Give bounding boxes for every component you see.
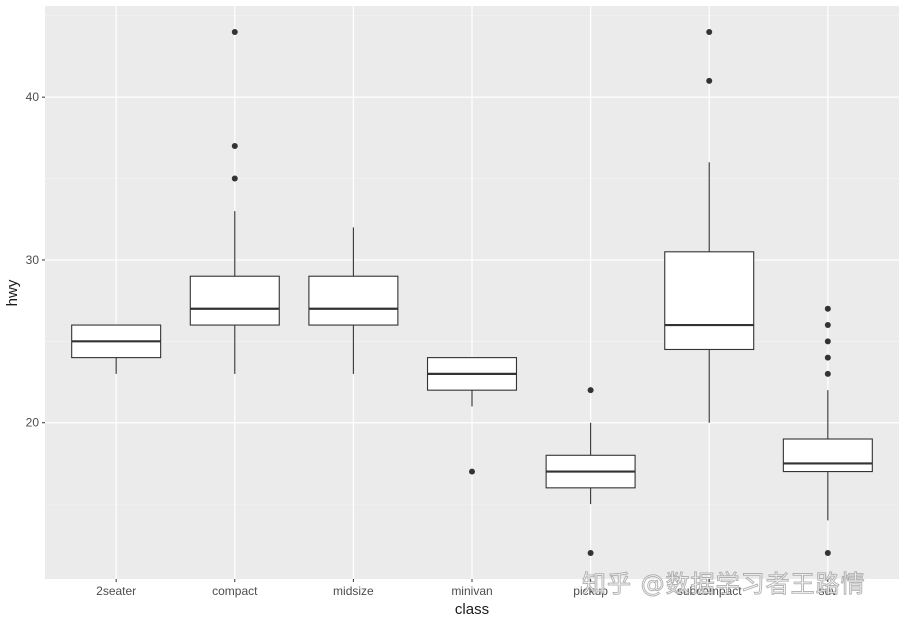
box-2seater	[71, 324, 162, 374]
watermark-text: 知乎 @数据学习者王路情	[582, 570, 866, 599]
outlier-point	[824, 305, 831, 312]
x-tick-label: subcompact	[677, 584, 742, 598]
x-axis-title: class	[455, 601, 489, 618]
x-tick-label: minivan	[451, 584, 492, 598]
x-tick-label: compact	[212, 584, 258, 598]
box-subcompact	[664, 29, 755, 423]
outlier-point	[824, 370, 831, 377]
y-axis: 20 30 40	[26, 90, 45, 430]
box-suv	[782, 305, 873, 556]
outlier-point	[706, 77, 713, 84]
outlier-point	[824, 354, 831, 361]
box-series	[71, 29, 873, 556]
box-midsize	[308, 227, 399, 374]
x-tick-label: 2seater	[96, 584, 136, 598]
outlier-point	[587, 387, 594, 394]
iqr-box	[664, 251, 755, 351]
y-tick-label: 20	[26, 416, 40, 430]
iqr-box	[308, 275, 399, 326]
y-tick-label: 30	[26, 253, 40, 267]
outlier-point	[824, 549, 831, 556]
iqr-box	[189, 275, 280, 326]
y-axis-title: hwy	[4, 279, 21, 306]
outlier-point	[469, 468, 475, 475]
outlier-point	[231, 142, 238, 149]
outlier-point	[231, 29, 238, 36]
x-tick-label: pickup	[573, 584, 608, 598]
outlier-point	[824, 338, 831, 345]
x-tick-label: midsize	[333, 584, 374, 598]
iqr-box	[782, 438, 873, 473]
outlier-point	[824, 322, 831, 329]
box-pickup	[545, 387, 636, 556]
outlier-point	[587, 549, 594, 556]
x-tick-label: suv	[818, 584, 837, 598]
box-minivan	[426, 357, 518, 475]
x-axis: 2seater compact midsize minivan pickup subcom…	[96, 579, 837, 598]
outlier-point	[706, 29, 713, 36]
box-compact	[189, 29, 280, 374]
outlier-point	[231, 175, 238, 182]
y-tick-label: 40	[26, 90, 40, 104]
